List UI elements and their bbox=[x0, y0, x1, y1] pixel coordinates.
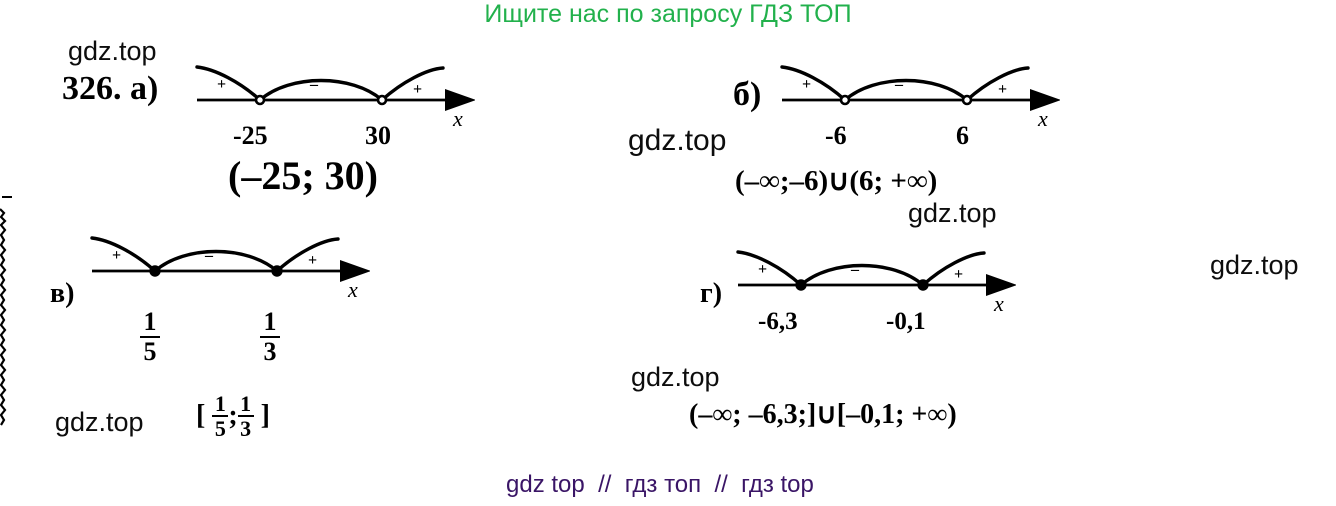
svg-text:+: + bbox=[308, 252, 317, 269]
svg-text:+: + bbox=[954, 266, 963, 283]
svg-text:x: x bbox=[1037, 106, 1048, 131]
svg-text:+: + bbox=[758, 261, 767, 278]
svg-text:–: – bbox=[894, 76, 904, 93]
svg-text:x: x bbox=[347, 277, 358, 302]
svg-text:x: x bbox=[452, 106, 463, 131]
svg-text:+: + bbox=[112, 247, 121, 264]
svg-text:+: + bbox=[998, 81, 1007, 98]
svg-text:+: + bbox=[802, 76, 811, 93]
svg-text:x: x bbox=[993, 291, 1004, 316]
svg-text:30: 30 bbox=[365, 121, 391, 150]
svg-text:+: + bbox=[217, 76, 226, 93]
svg-text:–: – bbox=[850, 261, 860, 278]
svg-text:-25: -25 bbox=[233, 121, 268, 150]
svg-text:+: + bbox=[413, 81, 422, 98]
svg-text:–: – bbox=[309, 76, 319, 93]
svg-text:-6: -6 bbox=[825, 121, 847, 150]
svg-text:6: 6 bbox=[956, 121, 969, 150]
svg-text:-0,1: -0,1 bbox=[886, 308, 926, 335]
svg-text:-6,3: -6,3 bbox=[758, 308, 798, 335]
svg-text:–: – bbox=[204, 247, 214, 264]
